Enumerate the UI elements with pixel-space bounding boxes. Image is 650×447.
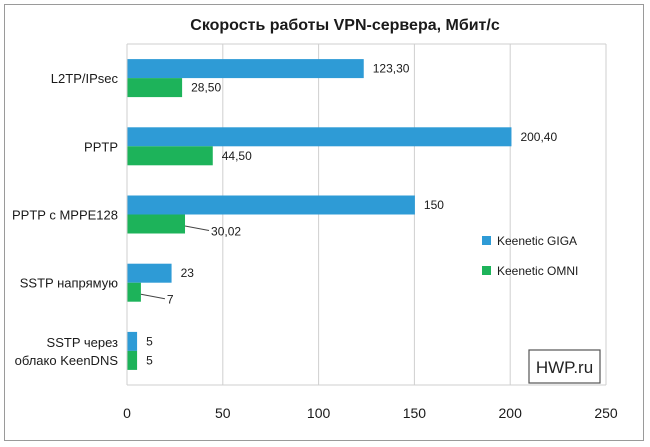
legend-swatch [482,236,491,245]
legend: Keenetic GIGA Keenetic OMNI [482,234,578,278]
data-label: 123,30 [373,62,410,76]
label-leader-line [140,293,166,300]
data-label: 23 [181,266,195,280]
label-leader-line [184,225,210,231]
grid [126,43,607,386]
bar-omni [127,282,141,302]
category-labels: L2TP/IPsec PPTP PPTP с MPPE128 SSTP напряму… [12,71,118,368]
watermark: HWP.ru [528,349,601,384]
legend-label: Keenetic GIGA [497,234,577,248]
chart-title: Скорость работы VPN-сервера, Мбит/с [190,17,500,34]
legend-label: Keenetic OMNI [497,264,578,278]
data-label: 28,50 [191,81,221,95]
watermark-box [528,349,601,384]
data-label: 150 [424,198,444,212]
bars [127,59,512,370]
x-tick-label: 250 [594,405,618,421]
bar-omni [127,146,213,166]
bar-giga [127,263,172,283]
data-labels: 123,30 28,50 200,40 44,50 150 30,02 23 7 5 5 [140,62,557,367]
data-label: 30,02 [211,225,241,239]
data-label: 7 [167,293,174,307]
bar-giga [127,195,415,215]
x-tick-label: 0 [123,405,131,421]
data-label: 5 [146,334,153,348]
bar-omni [127,78,183,98]
category-label: SSTP напрямую [20,276,118,291]
legend-swatch [482,266,491,275]
category-label: облако KeenDNS [15,353,119,368]
data-label: 5 [146,353,153,367]
x-axis-ticks: 0 50 100 150 200 250 [123,405,618,421]
bar-omni [127,214,186,234]
x-tick-label: 100 [307,405,331,421]
category-label: PPTP [84,139,118,154]
watermark-text: HWP.ru [536,358,593,377]
category-label: SSTP через [47,335,119,350]
x-tick-label: 200 [499,405,523,421]
bar-giga [127,331,138,351]
bar-giga [127,127,512,147]
bar-omni [127,350,138,370]
category-label: L2TP/IPsec [51,71,119,86]
data-label: 44,50 [222,149,252,163]
x-tick-label: 150 [403,405,427,421]
category-label: PPTP с MPPE128 [12,208,118,223]
x-tick-label: 50 [215,405,231,421]
data-label: 200,40 [520,130,557,144]
bar-giga [127,59,364,79]
